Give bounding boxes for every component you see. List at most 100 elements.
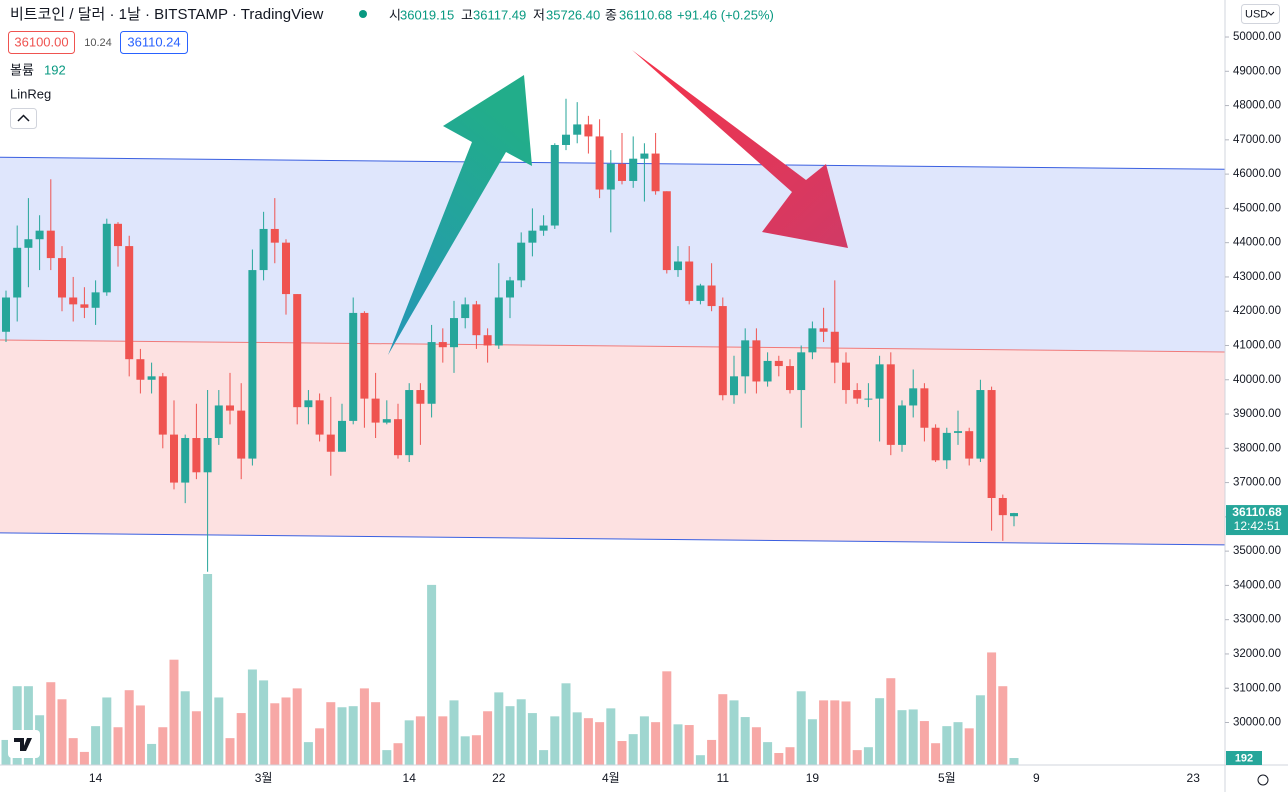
volume-bar [617,741,627,765]
volume-bar [247,669,257,765]
volume-bar [875,698,885,765]
candle-body [629,158,638,181]
volume-bar [628,734,638,765]
volume-bar [785,747,795,765]
candle-body [293,294,302,408]
candles [2,98,1018,572]
candle-body [942,432,951,461]
volume-bar [460,736,470,765]
candle-body [181,438,190,483]
volume-bar [651,722,661,765]
candle-body [573,124,582,135]
y-tick-label: 43000.00 [1233,271,1281,283]
ask[interactable]: 36110.24 [127,34,180,49]
candle-body [763,360,772,382]
candle-body [483,335,492,346]
x-tick-label: 3월 [255,771,273,785]
candle-body [584,124,593,137]
price-axis [1225,0,1288,792]
candle-body [998,498,1007,516]
up-arrow [388,75,532,355]
candle-body [472,304,481,336]
candle-body [360,312,369,399]
y-tick-label: 35000.00 [1233,545,1281,557]
status-dot [359,10,367,18]
x-tick-label: 5월 [938,771,956,785]
ohlc-value: 36117.49 [473,7,526,22]
volume-bar [225,738,235,765]
volume-bar [135,705,145,765]
volume-bar [79,751,89,765]
logo [14,738,32,751]
volume-bar [763,742,773,765]
y-tick-label: 31000.00 [1233,682,1281,694]
volume-bar [415,716,425,765]
volume-bar [203,574,213,765]
candle-body [326,434,335,452]
price-badge [1226,505,1288,536]
collapse-icon[interactable] [17,114,30,122]
price-badge-text: 36110.68 [1232,505,1282,519]
candle-body [102,223,111,293]
down-arrow [632,50,848,248]
y-tick-label: 47000.00 [1233,134,1281,146]
bid[interactable]: 36100.00 [14,34,68,49]
collapse-button[interactable] [10,108,37,129]
volume-bar [315,728,325,765]
y-tick-label: 32000.00 [1233,648,1281,660]
y-tick-label: 48000.00 [1233,100,1281,112]
volume-bar [550,716,560,765]
currency[interactable]: USD [1245,8,1268,20]
candle-body [405,390,414,456]
candle-body [886,364,895,445]
axes: 14 3월 14 22 4월 11 19 5월 9 23 30000.00 31000.00 32000… [89,31,1288,785]
candle-body [539,225,548,231]
candle-body [931,427,940,461]
candle-body [438,342,447,348]
candle-body [2,297,10,332]
y-tick-label: 37000.00 [1233,477,1281,489]
volume-bar [572,712,582,765]
volume-bar [46,682,56,765]
candle-body [550,144,559,226]
candle-body [976,390,985,459]
candle-body [416,390,425,404]
volume-bar [292,688,302,765]
volume-bar [12,686,22,765]
candle-body [248,270,257,459]
volume-bar [259,680,269,765]
currency-dropdown[interactable] [1241,4,1280,24]
volume-bar [516,699,526,765]
volume-bars [1,574,1019,765]
candle-body [35,230,44,240]
volume-bar [740,717,750,765]
candle-body [461,304,470,319]
ohlc-value: 36019.15 [400,7,454,22]
indicator-label: LinReg [10,86,51,101]
volume-bar [393,743,403,765]
volume-bar [236,713,246,765]
volume-bar [606,708,616,765]
settings-icon[interactable] [1257,774,1269,786]
volume-bar [124,690,134,765]
dropdown-icon[interactable] [1267,11,1275,16]
volume-bar [191,711,201,765]
candle-body [427,342,436,404]
candle-body [954,431,962,433]
volume-bar [147,743,157,765]
ohlc-value: 36110.68 [619,7,672,22]
candle-body [797,352,806,391]
ohlc-label: 시 [389,7,401,22]
volume-bar [68,738,78,765]
volume-bar [830,700,840,765]
candle-body [371,398,380,423]
volume-bar [751,727,761,765]
sell-box[interactable] [8,31,75,54]
upper-band [0,157,1225,352]
candle-body [696,285,705,301]
candle-body [394,419,402,456]
buy-box[interactable] [120,31,188,54]
volume-bar [987,652,997,765]
volume-bar [729,700,739,765]
